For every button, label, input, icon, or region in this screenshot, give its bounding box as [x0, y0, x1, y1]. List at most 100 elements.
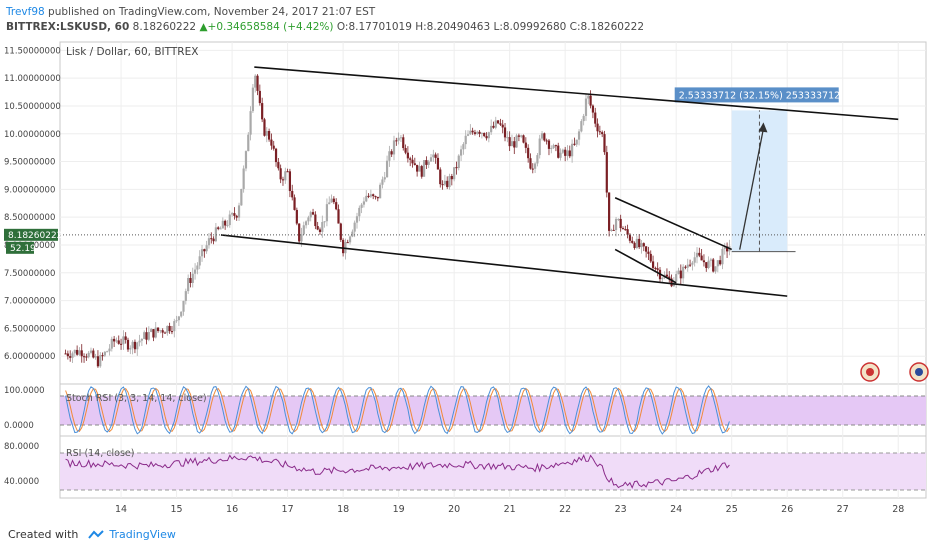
candle-body: [66, 353, 69, 357]
secondary-label-box: [6, 241, 34, 254]
candle-body: [693, 257, 696, 263]
candle-body: [601, 132, 604, 135]
x-tick-label: 18: [337, 504, 349, 515]
candle-body: [596, 123, 599, 132]
candle-body: [249, 111, 252, 135]
candle-body: [670, 278, 673, 287]
y-tick-label: 11.50000000: [4, 46, 61, 56]
candle-body: [129, 347, 132, 350]
candle-body: [411, 159, 414, 164]
candle-body: [402, 137, 405, 149]
candle-body: [573, 143, 576, 145]
candle-body: [87, 352, 90, 358]
candle-body: [709, 259, 712, 261]
tradingview-brand[interactable]: TradingView: [109, 528, 176, 541]
candle-body: [404, 148, 407, 153]
candle-body: [675, 274, 678, 282]
candle-body: [235, 215, 238, 218]
candle-body: [390, 151, 393, 155]
chart-frame: 2.53333712 (32.15%) 253333712 Lisk / Dol…: [0, 40, 932, 520]
candle-body: [508, 137, 511, 147]
candle-body: [436, 157, 440, 170]
candle-body: [605, 152, 608, 193]
candle-body: [328, 202, 331, 205]
y-tick-label: 10.50000000: [4, 102, 61, 112]
candle-body: [712, 259, 715, 272]
candle-body: [163, 332, 167, 334]
candle-body: [342, 239, 345, 254]
candle-body: [649, 253, 652, 262]
candle-body: [161, 330, 164, 333]
candle-body: [337, 209, 340, 224]
candle-body: [279, 168, 282, 180]
candle-body: [645, 246, 648, 252]
candle-body: [143, 332, 146, 339]
candle-body: [131, 341, 134, 348]
x-tick-label: 26: [781, 504, 793, 515]
event-flag-icon[interactable]: [860, 362, 880, 382]
candle-body: [571, 143, 574, 157]
candle-body: [679, 270, 682, 279]
candle-body: [214, 227, 217, 242]
candle-body: [270, 139, 273, 146]
y-tick-label: 10.00000000: [4, 130, 61, 140]
candle-body: [96, 356, 100, 367]
candle-body: [351, 231, 354, 237]
trendlines[interactable]: [220, 66, 899, 297]
candle-body: [480, 132, 483, 134]
candle-body: [193, 269, 197, 274]
symbol-name: BITTREX:LSKUSD, 60: [6, 21, 130, 33]
candle-body: [515, 135, 518, 148]
candle-body: [284, 171, 287, 181]
candle-body: [124, 336, 127, 340]
candle-body: [469, 130, 472, 135]
candle-body: [110, 338, 113, 349]
candle-body: [628, 234, 632, 241]
candle-body: [418, 166, 421, 172]
candle-body: [409, 158, 412, 160]
candle-body: [395, 140, 398, 142]
candle-body: [73, 349, 76, 354]
candle-body: [288, 171, 292, 191]
event-flag-icon[interactable]: [909, 362, 929, 382]
author-link[interactable]: Trevf98: [6, 6, 45, 18]
candle-body: [362, 201, 366, 205]
candle-body: [677, 270, 680, 275]
candle-body: [258, 90, 261, 104]
candle-body: [661, 277, 664, 280]
candle-body: [200, 249, 204, 257]
candle-body: [490, 125, 493, 133]
candle-body: [527, 147, 530, 159]
x-tick-label: 21: [504, 504, 516, 515]
candle-body: [372, 194, 375, 197]
trendline: [254, 66, 899, 121]
candle-body: [113, 338, 116, 342]
candle-body: [448, 176, 451, 188]
arrow-head-icon: [758, 122, 768, 133]
candle-body: [547, 140, 551, 149]
measure-tool[interactable]: 2.53333712 (32.15%) 253333712: [674, 87, 841, 253]
candle-body: [506, 137, 509, 139]
candle-body: [647, 251, 650, 254]
stoch-pane-title: Stoch RSI (3, 3, 14, 14, close): [66, 393, 207, 404]
candle-body: [719, 260, 722, 265]
candle-body: [462, 144, 465, 150]
chart-svg[interactable]: 2.53333712 (32.15%) 253333712 Lisk / Dol…: [0, 40, 932, 520]
candle-body: [714, 266, 717, 272]
candle-body: [302, 225, 305, 235]
candle-body: [457, 155, 460, 168]
candle-body: [695, 252, 699, 258]
candles: [64, 74, 731, 368]
candle-body: [665, 274, 669, 277]
price-change: +0.34658584 (+4.42%): [207, 21, 334, 33]
candle-body: [640, 243, 643, 248]
candle-body: [705, 262, 708, 269]
candle-body: [392, 140, 396, 155]
candle-body: [492, 125, 495, 128]
x-tick-label: 14: [115, 504, 127, 515]
x-tick-label: 22: [559, 504, 571, 515]
candle-body: [381, 179, 384, 185]
tradingview-logo-icon: [88, 530, 104, 539]
candle-body: [198, 256, 201, 266]
candle-body: [624, 229, 627, 231]
